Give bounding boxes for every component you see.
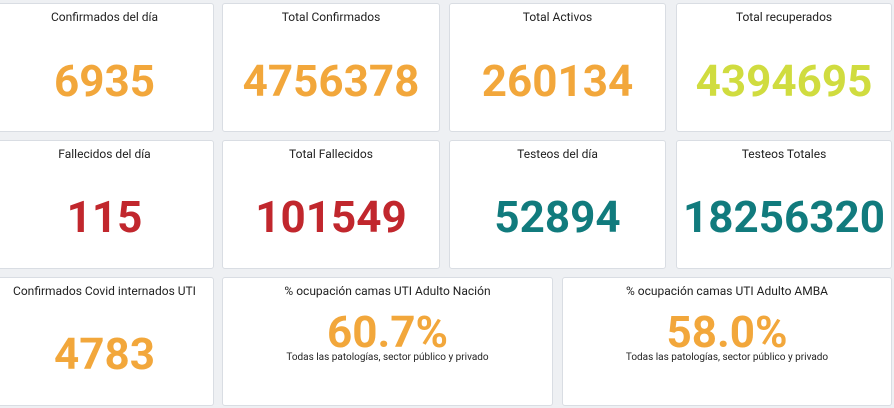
- stat-card: Fallecidos del día 115: [0, 140, 214, 269]
- stat-card: Confirmados del día 6935: [0, 3, 214, 132]
- card-value: 115: [66, 191, 143, 243]
- card-note: Todas las patologías, sector público y p…: [286, 352, 489, 363]
- card-title: Testeos del día: [517, 147, 598, 161]
- card-value: 4394695: [695, 55, 873, 107]
- card-title: Testeos Totales: [741, 147, 827, 161]
- card-value: 101549: [255, 191, 407, 243]
- card-title: Confirmados del día: [50, 10, 159, 24]
- card-value: 260134: [481, 55, 634, 107]
- card-title: Confirmados Covid internados UTI: [13, 284, 196, 298]
- stat-card: Confirmados Covid internados UTI 4783: [0, 277, 214, 406]
- card-value: 58.0%: [666, 306, 788, 358]
- card-note: Todas las patologías, sector público y p…: [625, 352, 829, 363]
- stat-card: Total recuperados 4394695: [676, 3, 892, 132]
- card-title: Fallecidos del día: [58, 147, 151, 161]
- card-title: Total Fallecidos: [289, 147, 373, 161]
- stat-card: Total Confirmados 4756378: [222, 3, 440, 132]
- stat-card: Testeos del día 52894: [449, 140, 666, 269]
- stat-card: % ocupación camas UTI Adulto Nación 60.7%…: [222, 277, 553, 406]
- stat-card: Total Activos 260134: [449, 3, 666, 132]
- card-title: % ocupación camas UTI Adulto AMBA: [626, 284, 828, 298]
- card-title: % ocupación camas UTI Adulto Nación: [284, 284, 491, 298]
- card-value: 52894: [494, 191, 621, 243]
- card-value: 6935: [54, 55, 155, 107]
- card-value: 4783: [54, 328, 155, 380]
- card-title: Total Activos: [522, 10, 593, 24]
- card-value: 18256320: [683, 191, 885, 243]
- card-title: Total recuperados: [735, 10, 833, 24]
- card-title: Total Confirmados: [281, 10, 381, 24]
- stat-card: Testeos Totales 18256320: [676, 140, 892, 269]
- card-value: 60.7%: [326, 306, 449, 358]
- stat-card: Total Fallecidos 101549: [222, 140, 440, 269]
- card-value: 4756378: [242, 55, 420, 107]
- stat-card: % ocupación camas UTI Adulto AMBA 58.0% To…: [562, 277, 892, 406]
